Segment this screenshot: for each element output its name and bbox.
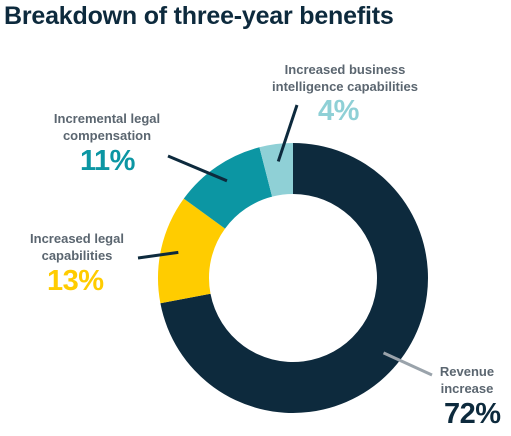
leader-line-revenue-increase: [382, 351, 433, 377]
label-incremental-legal-compensation: Incremental legal compensation: [53, 111, 161, 143]
leader-line-increased-business-intelligence: [276, 104, 299, 162]
slice-increased-business-intelligence: [259, 143, 293, 197]
slice-revenue-increase: [160, 143, 428, 413]
label-increased-business-intelligence: Increased business intelligence capabili…: [272, 62, 418, 94]
slice-incremental-legal-compensation: [183, 147, 273, 229]
chart-title: Breakdown of three-year benefits: [4, 2, 394, 30]
percent-increased-business-intelligence: 4%: [318, 95, 359, 127]
percent-revenue-increase: 72%: [444, 398, 501, 430]
percent-increased-legal-capabilities: 13%: [47, 265, 104, 297]
slice-increased-legal-capabilities: [158, 198, 226, 304]
leader-line-incremental-legal-compensation: [167, 154, 228, 183]
label-revenue-increase: Revenue increase: [439, 364, 495, 396]
percent-incremental-legal-compensation: 11%: [80, 145, 135, 177]
label-increased-legal-capabilities: Increased legal capabilities: [30, 231, 124, 263]
leader-line-increased-legal-capabilities: [137, 250, 179, 260]
